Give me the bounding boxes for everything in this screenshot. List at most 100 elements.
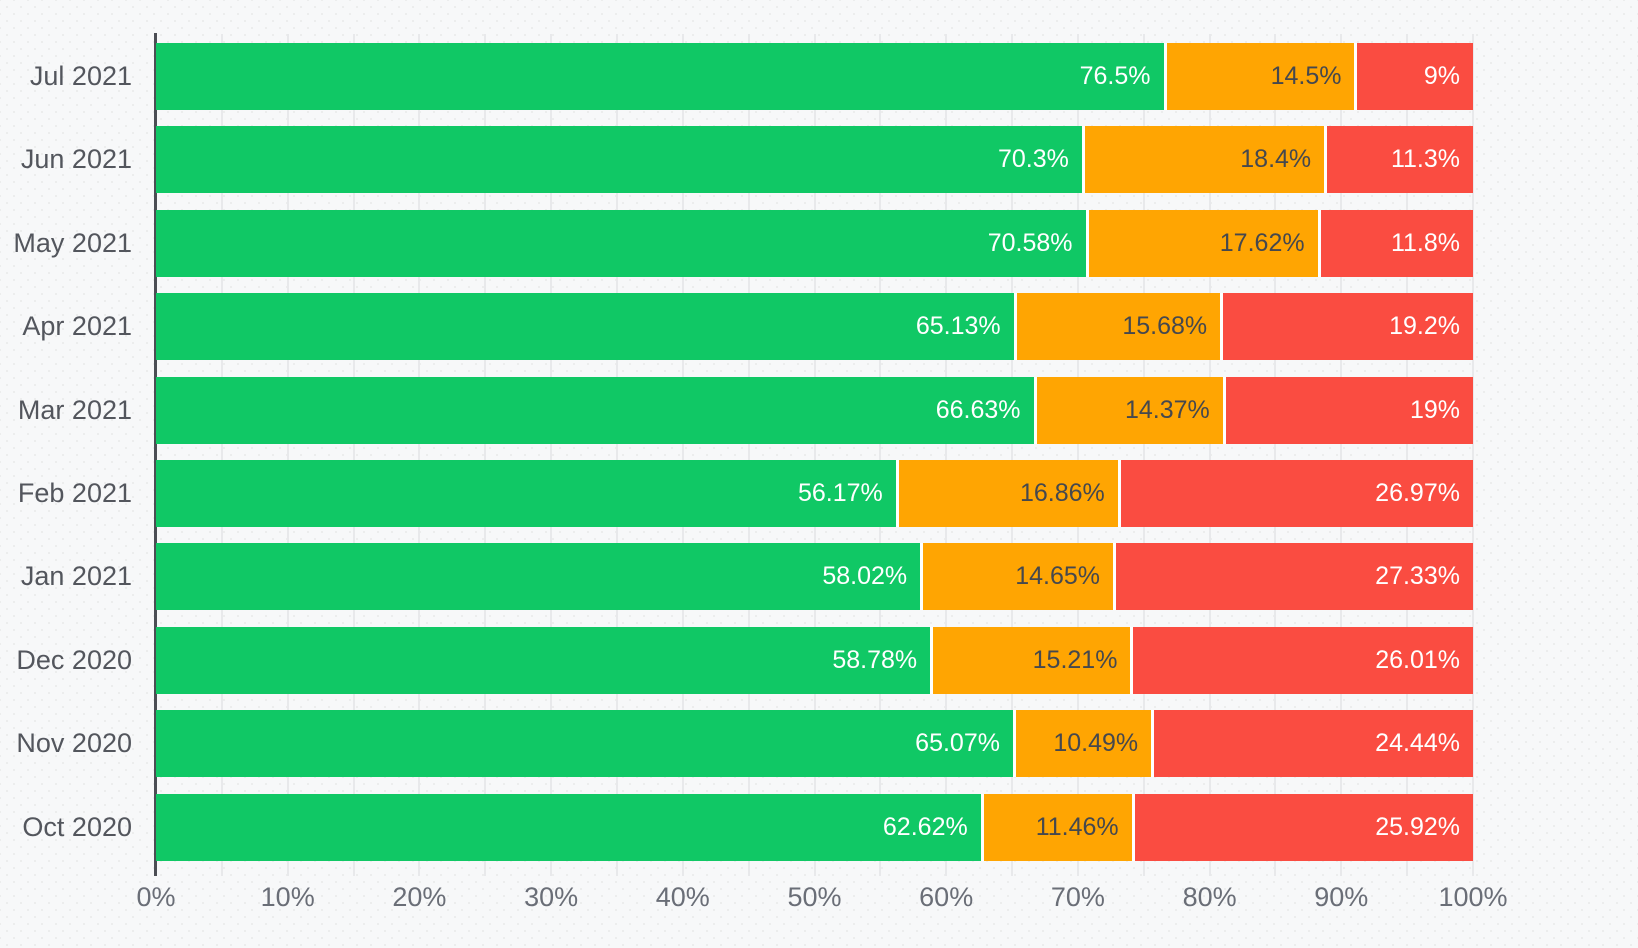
x-tick-label-20: 20%	[392, 882, 447, 912]
gridline-45	[747, 34, 750, 876]
segment-value-label: 26.97%	[1375, 479, 1460, 507]
bar-segment-orange[interactable]: 16.86%	[895, 460, 1118, 527]
bar-segment-orange[interactable]: 14.37%	[1033, 376, 1223, 444]
bar-segment-green[interactable]: 62.62%	[156, 793, 981, 861]
bar-segment-green[interactable]: 58.02%	[156, 543, 921, 611]
category-label: May 2021	[13, 227, 132, 258]
x-tick-label-90: 90%	[1314, 882, 1369, 912]
gridline-50	[813, 34, 816, 876]
gridline-5	[220, 34, 223, 876]
bar-segment-red[interactable]: 9%	[1354, 43, 1473, 110]
bar-segment-green[interactable]: 70.3%	[156, 126, 1082, 194]
bar-segment-green[interactable]: 76.5%	[156, 43, 1164, 110]
category-label: Jan 2021	[20, 561, 132, 592]
bar-row: 58.78% 15.21% 26.01%	[156, 626, 1473, 694]
category-label: Dec 2020	[16, 644, 132, 675]
bar-segment-red[interactable]: 25.92%	[1131, 793, 1473, 861]
segment-value-label: 70.58%	[987, 228, 1073, 257]
bar-row: 70.3% 18.4% 11.3%	[156, 126, 1473, 194]
bar-segment-green[interactable]: 70.58%	[156, 209, 1086, 277]
bar-segment-green[interactable]: 58.78%	[156, 626, 931, 694]
bar-segment-red[interactable]: 27.33%	[1113, 543, 1473, 611]
x-tick-label-0: 0%	[136, 882, 176, 912]
x-tick-label-40: 40%	[655, 882, 710, 912]
gridline-95	[1406, 34, 1409, 876]
segment-value-label: 17.62%	[1219, 228, 1305, 257]
bar-segment-red[interactable]: 11.3%	[1324, 126, 1473, 194]
bar-segment-red[interactable]: 26.97%	[1117, 460, 1473, 527]
gridline-75	[1142, 34, 1145, 876]
gridline-60	[945, 34, 948, 876]
gridline-85	[1274, 34, 1277, 876]
segment-value-label: 14.5%	[1270, 62, 1342, 90]
x-tick-label-80: 80%	[1182, 882, 1237, 912]
segment-value-label: 15.68%	[1122, 312, 1208, 341]
category-label: Jul 2021	[29, 61, 132, 91]
gridline-65	[1011, 34, 1014, 876]
gridline-90	[1340, 34, 1343, 876]
bar-segment-green[interactable]: 65.13%	[156, 293, 1014, 361]
segment-value-label: 70.3%	[997, 145, 1069, 174]
bar-segment-orange[interactable]: 10.49%	[1012, 710, 1152, 778]
bar-segment-orange[interactable]: 15.68%	[1013, 293, 1221, 361]
bar-row: 65.13% 15.68% 19.2%	[156, 293, 1473, 361]
gridline-10	[286, 34, 289, 876]
bar-row: 66.63% 14.37% 19%	[156, 376, 1473, 444]
bar-segment-orange[interactable]: 17.62%	[1085, 209, 1318, 277]
x-tick-label-50: 50%	[787, 882, 842, 912]
bar-segment-red[interactable]: 26.01%	[1130, 626, 1473, 694]
y-axis-line	[154, 33, 157, 876]
bar-row: 70.58% 17.62% 11.8%	[156, 209, 1473, 277]
gridline-35	[615, 34, 618, 876]
x-tick-label-30: 30%	[524, 882, 579, 912]
segment-value-label: 56.17%	[797, 479, 883, 507]
segment-value-label: 14.65%	[1015, 562, 1101, 591]
bar-segment-orange[interactable]: 11.46%	[980, 793, 1132, 861]
segment-value-label: 14.37%	[1124, 395, 1210, 424]
gridline-55	[879, 34, 882, 876]
bar-segment-orange[interactable]: 18.4%	[1081, 126, 1325, 194]
segment-value-label: 58.78%	[832, 645, 918, 674]
bar-segment-red[interactable]: 19%	[1222, 376, 1473, 444]
bar-segment-green[interactable]: 65.07%	[156, 710, 1013, 778]
segment-value-label: 19.2%	[1389, 312, 1460, 341]
segment-value-label: 16.86%	[1019, 479, 1105, 507]
category-label: Jun 2021	[20, 144, 132, 175]
segment-value-label: 62.62%	[882, 812, 968, 841]
bar-segment-orange[interactable]: 14.5%	[1163, 43, 1355, 110]
segment-value-label: 66.63%	[935, 395, 1021, 424]
bar-row: 58.02% 14.65% 27.33%	[156, 543, 1473, 611]
gridline-40	[681, 34, 684, 876]
bar-row: 76.5% 14.5% 9%	[156, 43, 1473, 110]
gridline-25	[484, 34, 487, 876]
category-label: Oct 2020	[22, 811, 132, 842]
bar-segment-green[interactable]: 56.17%	[156, 460, 896, 527]
gridline-70	[1076, 34, 1079, 876]
gridline-30	[550, 34, 553, 876]
bar-segment-green[interactable]: 66.63%	[156, 376, 1034, 444]
gridline-20	[418, 34, 421, 876]
segment-value-label: 11.8%	[1390, 228, 1460, 257]
category-label: Apr 2021	[22, 311, 132, 342]
bar-segment-red[interactable]: 11.8%	[1317, 209, 1473, 277]
segment-value-label: 58.02%	[822, 562, 908, 591]
segment-value-label: 24.44%	[1375, 729, 1460, 758]
bar-segment-red[interactable]: 19.2%	[1220, 293, 1473, 361]
segment-value-label: 9%	[1423, 62, 1460, 90]
segment-value-label: 26.01%	[1375, 645, 1460, 674]
bar-row: 56.17% 16.86% 26.97%	[156, 460, 1473, 527]
x-tick-label-10: 10%	[260, 882, 315, 912]
bar-row: 62.62% 11.46% 25.92%	[156, 793, 1473, 861]
gridline-100	[1472, 34, 1474, 876]
bar-segment-red[interactable]: 24.44%	[1151, 710, 1473, 778]
bar-segment-orange[interactable]: 14.65%	[920, 543, 1114, 611]
x-tick-label-100: 100%	[1438, 882, 1508, 912]
bar-row: 65.07% 10.49% 24.44%	[156, 710, 1473, 778]
segment-value-label: 18.4%	[1240, 145, 1312, 174]
segment-value-label: 11.46%	[1035, 812, 1119, 841]
x-tick-label-70: 70%	[1050, 882, 1105, 912]
category-label: Mar 2021	[17, 394, 132, 425]
gridline-80	[1208, 34, 1211, 876]
bar-segment-orange[interactable]: 15.21%	[930, 626, 1131, 694]
